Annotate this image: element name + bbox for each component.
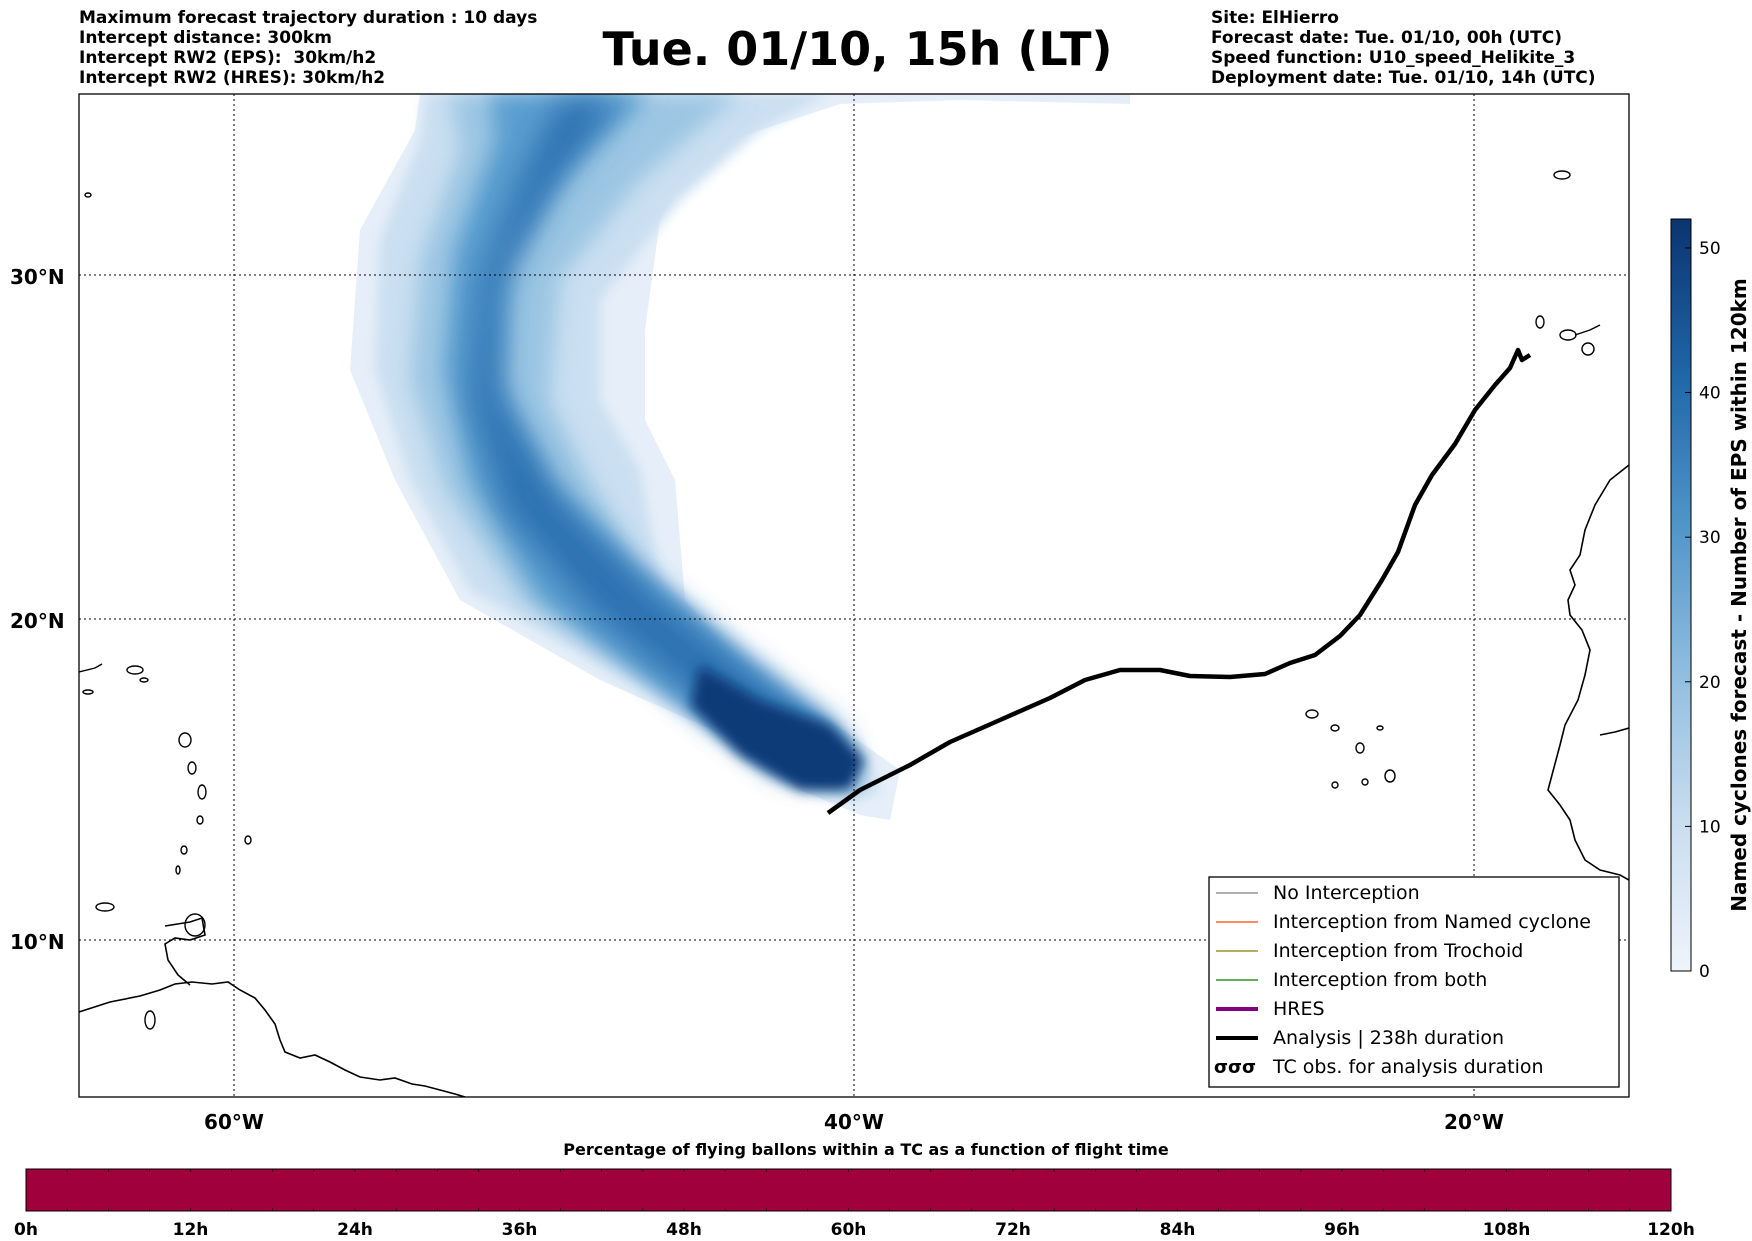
colorbar-tick-label-5: 50 — [1699, 239, 1721, 259]
coastlines — [79, 464, 1629, 1097]
colorbar: 0 10 20 30 40 50 Named cyclones forecast - Nu… — [1670, 218, 1751, 982]
info-deployment-date: Deployment date: Tue. 01/10, 14h (UTC) — [1211, 68, 1596, 88]
island-st-vincent — [180, 845, 188, 855]
info-forecast-date: Forecast date: Tue. 01/10, 00h (UTC) — [1211, 28, 1562, 48]
island-bvi — [126, 665, 144, 675]
bar-tick-label-10: 120h — [1647, 1220, 1695, 1240]
dakar-coast — [1599, 727, 1629, 736]
analysis-track — [826, 347, 1532, 815]
legend-label-6: TC obs. for analysis duration — [1272, 1056, 1544, 1078]
info-intercept-hres: Intercept RW2 (HRES): 30km/h2 — [79, 68, 386, 88]
islands — [79, 170, 1601, 1030]
island-sao-nicolau — [1330, 724, 1340, 732]
legend-symbol-6: σσσ — [1214, 1057, 1256, 1078]
island-trinidad — [184, 913, 206, 937]
bar-tick-label-0: 0h — [14, 1220, 38, 1240]
island-barbados — [244, 835, 252, 845]
island-margarita — [144, 1010, 156, 1030]
density-level-5 — [470, 96, 840, 770]
info-site: Site: ElHierro — [1211, 8, 1339, 28]
bar-tick-label-2: 24h — [337, 1220, 373, 1240]
lat-label-10: 10°N — [10, 930, 65, 954]
map-content — [79, 94, 1629, 1097]
colorbar-tick-label-2: 20 — [1699, 673, 1721, 693]
trinidad-coast — [164, 916, 206, 986]
info-intercept-eps: Intercept RW2 (EPS): 30km/h2 — [79, 48, 377, 68]
island-virgin — [82, 689, 94, 695]
lon-label-40: 40°W — [824, 1110, 884, 1134]
island-grenada — [175, 865, 181, 875]
legend-label-5: Analysis | 238h duration — [1273, 1027, 1504, 1049]
island-madeira — [1553, 170, 1571, 180]
colorbar-tick-label-0: 0 — [1699, 962, 1710, 982]
lon-label-20: 20°W — [1444, 1110, 1504, 1134]
legend: No Interception Interception from Named c… — [1208, 876, 1620, 1088]
island-sal — [1376, 725, 1384, 731]
page-title: Tue. 01/10, 15h (LT) — [602, 22, 1113, 76]
island-martinique — [197, 784, 207, 800]
lat-label-30: 30°N — [10, 265, 65, 289]
island-santo-antao — [1305, 709, 1319, 719]
island-bermuda — [84, 192, 92, 198]
island-curacao — [95, 902, 115, 912]
colorbar-scale — [1670, 218, 1692, 972]
island-guadeloupe — [178, 732, 192, 748]
island-fogo — [1361, 778, 1369, 786]
island-fuerteventura — [1574, 324, 1601, 336]
bar-tick-label-4: 48h — [666, 1220, 702, 1240]
island-dominica — [187, 761, 197, 775]
legend-label-2: Interception from Trochoid — [1273, 940, 1523, 962]
header-info-left: Maximum forecast trajectory duration : 1… — [79, 8, 537, 88]
colorbar-tick-label-1: 10 — [1699, 817, 1721, 837]
island-anguilla — [139, 677, 149, 683]
info-max-duration: Maximum forecast trajectory duration : 1… — [79, 8, 538, 28]
south-america-coast — [79, 981, 466, 1097]
header-info-right: Site: ElHierro Forecast date: Tue. 01/10… — [1211, 8, 1596, 88]
flight-time-bar-title: Percentage of flying ballons within a TC… — [563, 1140, 1169, 1159]
lon-label-60: 60°W — [204, 1110, 264, 1134]
colorbar-label: Named cyclones forecast - Number of EPS … — [1727, 278, 1751, 912]
lat-label-20: 20°N — [10, 609, 65, 633]
island-boa-vista — [1355, 742, 1365, 754]
density-core — [690, 665, 865, 790]
bar-tick-label-1: 12h — [173, 1220, 209, 1240]
bar-tick-label-7: 84h — [1160, 1220, 1196, 1240]
legend-label-3: Interception from both — [1273, 969, 1487, 991]
bar-tick-label-3: 36h — [502, 1220, 538, 1240]
legend-box — [1208, 876, 1620, 1088]
africa-west-coast — [1547, 464, 1629, 881]
island-st-lucia — [196, 815, 204, 825]
map-border — [78, 93, 1630, 1098]
density-level-3 — [410, 94, 865, 790]
flight-time-bar-fill — [25, 1168, 1672, 1212]
bar-tick-label-9: 108h — [1483, 1220, 1531, 1240]
legend-label-1: Interception from Named cyclone — [1273, 911, 1591, 933]
island-la-palma — [1535, 315, 1545, 329]
island-santiago — [1384, 769, 1396, 783]
info-speed-function: Speed function: U10_speed_Helikite_3 — [1211, 48, 1576, 68]
bar-tick-label-6: 72h — [995, 1220, 1031, 1240]
bar-tick-label-5: 60h — [831, 1220, 867, 1240]
island-brava — [1331, 781, 1339, 789]
flight-time-bar: Percentage of flying ballons within a TC… — [14, 1140, 1695, 1240]
legend-label-0: No Interception — [1273, 882, 1420, 904]
island-gran-canaria — [1581, 342, 1595, 356]
bar-tick-label-8: 96h — [1324, 1220, 1360, 1240]
island-puerto-rico — [79, 663, 103, 673]
info-intercept-distance: Intercept distance: 300km — [79, 28, 332, 48]
colorbar-tick-label-3: 30 — [1699, 528, 1721, 548]
legend-label-4: HRES — [1273, 998, 1325, 1020]
colorbar-tick-label-4: 40 — [1699, 384, 1721, 404]
